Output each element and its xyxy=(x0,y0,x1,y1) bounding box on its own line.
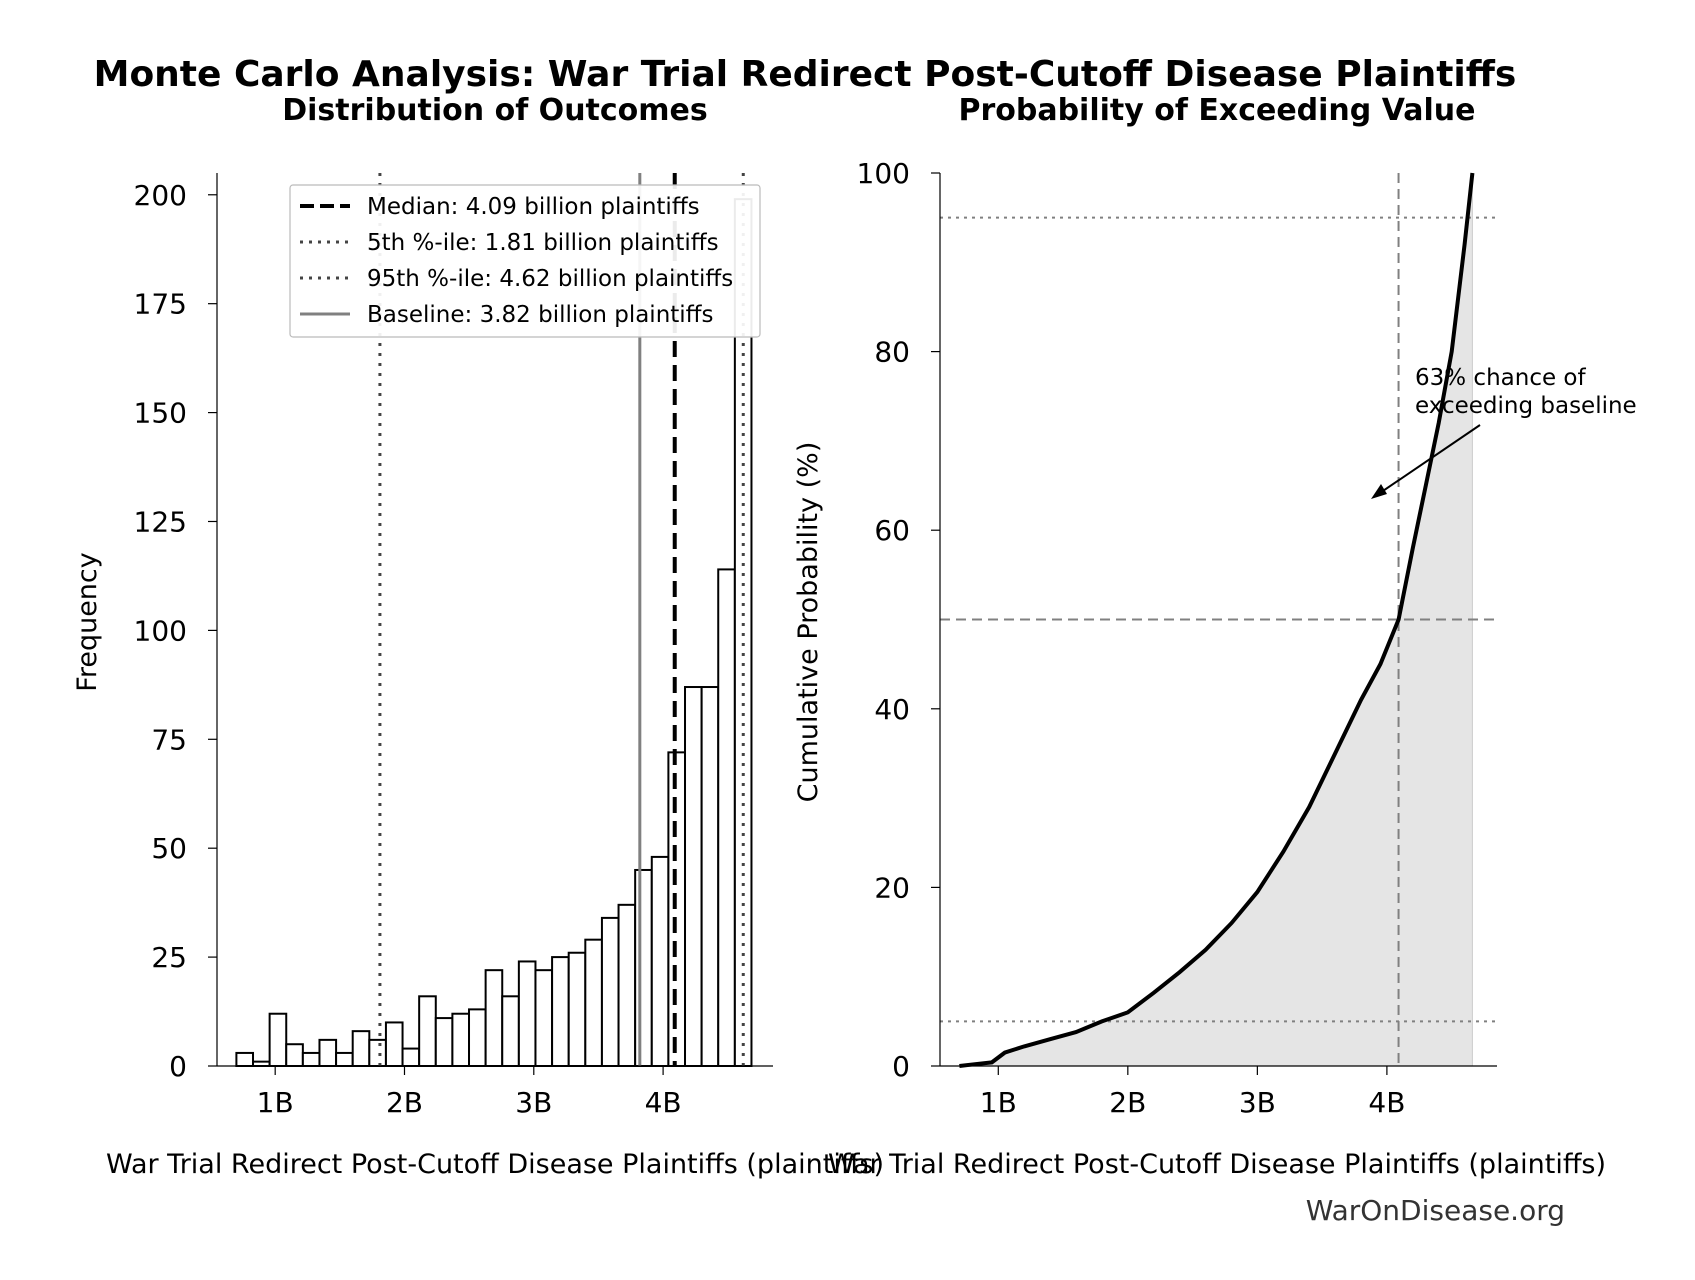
exceedance-title: Probability of Exceeding Value xyxy=(958,93,1475,128)
histogram-bar xyxy=(252,1060,271,1068)
histogram-bar xyxy=(468,1008,487,1067)
x-tick-label: 1B xyxy=(980,1086,1017,1119)
histogram-bar xyxy=(301,1051,321,1068)
y-tick-label: 40 xyxy=(874,693,910,726)
exceedance-annotation: 63% chance of exceeding baseline xyxy=(1371,365,1637,499)
x-tick-label: 3B xyxy=(515,1086,552,1119)
y-tick-label: 175 xyxy=(134,288,187,321)
histogram-bar xyxy=(551,956,570,1067)
histogram-title: Distribution of Outcomes xyxy=(282,93,708,128)
histogram-x-ticks: 1B 2B 3B 4B xyxy=(257,1066,682,1119)
y-tick-label: 50 xyxy=(151,832,187,865)
histogram-x-label: War Trial Redirect Post-Cutoff Disease P… xyxy=(106,1149,884,1180)
histogram-bar xyxy=(434,1017,454,1068)
histogram-bar xyxy=(335,1051,354,1068)
histogram-bar xyxy=(418,995,437,1067)
histogram-bar xyxy=(717,568,736,1068)
y-tick-label: 25 xyxy=(151,941,187,974)
x-tick-label: 2B xyxy=(386,1086,423,1119)
histogram-bar xyxy=(534,969,554,1067)
y-tick-label: 80 xyxy=(874,336,910,369)
exceedance-y-ticks: 0 20 40 60 80 100 xyxy=(857,157,940,1083)
x-tick-label: 2B xyxy=(1109,1086,1146,1119)
y-tick-label: 60 xyxy=(874,514,910,547)
legend-box xyxy=(289,184,761,338)
x-tick-label: 4B xyxy=(645,1086,682,1119)
histogram-bar xyxy=(684,686,703,1068)
legend: Median: 4.09 billion plaintiffs 5th %-il… xyxy=(289,184,761,338)
histogram-bar xyxy=(384,1021,404,1067)
footer-credit: WarOnDisease.org xyxy=(1306,1194,1565,1227)
histogram-bar xyxy=(484,969,504,1067)
legend-label-baseline: Baseline: 3.82 billion plaintiffs xyxy=(367,302,714,328)
annotation-arrowhead xyxy=(1371,484,1387,499)
y-tick-label: 20 xyxy=(874,871,910,904)
histogram-bar xyxy=(268,1012,288,1067)
y-tick-label: 0 xyxy=(892,1050,910,1083)
histogram-bar xyxy=(235,1051,255,1068)
exceedance-y-label: Cumulative Probability (%) xyxy=(793,442,824,803)
histogram-bar xyxy=(318,1038,338,1067)
legend-label-median: Median: 4.09 billion plaintiffs xyxy=(367,194,700,220)
y-tick-label: 125 xyxy=(134,505,187,538)
y-tick-label: 75 xyxy=(151,723,187,756)
histogram-panel: Distribution of Outcomes 1B 2B 3B 4B 0 25 50 7… xyxy=(72,93,884,1180)
histogram-bar xyxy=(368,1038,387,1067)
y-tick-label: 150 xyxy=(134,397,187,430)
histogram-bar xyxy=(401,1047,421,1067)
histogram-bar xyxy=(567,951,587,1067)
x-tick-label: 4B xyxy=(1368,1086,1405,1119)
annotation-arrow xyxy=(1376,424,1481,496)
exceedance-panel: Probability of Exceeding Value 1B 2B 3B 4B … xyxy=(793,93,1637,1180)
histogram-bar xyxy=(650,855,670,1067)
y-tick-label: 200 xyxy=(134,179,187,212)
x-tick-label: 1B xyxy=(257,1086,294,1119)
legend-label-p95: 95th %-ile: 4.62 billion plaintiffs xyxy=(367,266,733,292)
x-tick-label: 3B xyxy=(1239,1086,1276,1119)
histogram-bar xyxy=(634,868,653,1067)
histogram-y-label: Frequency xyxy=(72,552,103,692)
histogram-bar xyxy=(584,938,603,1067)
histogram-bar xyxy=(451,1012,471,1067)
histogram-bar xyxy=(700,686,720,1068)
histogram-bar xyxy=(517,960,537,1068)
exceedance-reference-lines xyxy=(940,173,1497,1066)
exceedance-x-ticks: 1B 2B 3B 4B xyxy=(980,1066,1405,1119)
legend-label-p5: 5th %-ile: 1.81 billion plaintiffs xyxy=(367,230,719,256)
histogram-bars xyxy=(235,198,753,1068)
histogram-bar xyxy=(285,1043,304,1067)
exceedance-curve xyxy=(959,172,1475,1068)
annotation-line-2: exceeding baseline xyxy=(1415,393,1637,419)
annotation-line-1: 63% chance of xyxy=(1415,365,1587,391)
histogram-y-ticks: 0 25 50 75 100 125 150 175 200 xyxy=(134,179,217,1083)
y-tick-label: 0 xyxy=(169,1050,187,1083)
histogram-bar xyxy=(600,916,620,1068)
histogram-bar xyxy=(617,903,637,1068)
figure-title: Monte Carlo Analysis: War Trial Redirect… xyxy=(94,54,1517,95)
histogram-bar xyxy=(501,995,520,1067)
exceedance-x-label: War Trial Redirect Post-Cutoff Disease P… xyxy=(828,1149,1606,1180)
y-tick-label: 100 xyxy=(134,614,187,647)
histogram-bar xyxy=(351,1030,371,1068)
y-tick-label: 100 xyxy=(857,157,910,190)
